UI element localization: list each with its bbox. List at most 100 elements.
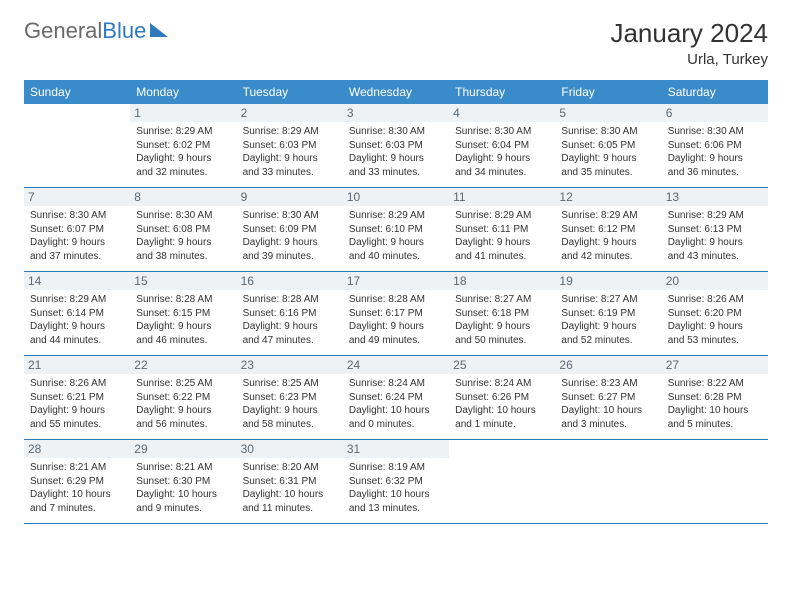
day-number: 24 xyxy=(343,356,449,374)
daylight-text: Daylight: 10 hours and 1 minute. xyxy=(455,404,549,431)
day-cell xyxy=(449,440,555,523)
day-info: Sunrise: 8:30 AMSunset: 6:05 PMDaylight:… xyxy=(561,125,655,179)
sunset-text: Sunset: 6:03 PM xyxy=(349,139,443,153)
week-row: 28Sunrise: 8:21 AMSunset: 6:29 PMDayligh… xyxy=(24,440,768,524)
day-number: 10 xyxy=(343,188,449,206)
sunrise-text: Sunrise: 8:30 AM xyxy=(349,125,443,139)
day-cell xyxy=(662,440,768,523)
daylight-text: Daylight: 10 hours and 7 minutes. xyxy=(30,488,124,515)
day-cell: 12Sunrise: 8:29 AMSunset: 6:12 PMDayligh… xyxy=(555,188,661,271)
location-label: Urla, Turkey xyxy=(610,51,768,68)
day-info: Sunrise: 8:21 AMSunset: 6:29 PMDaylight:… xyxy=(30,461,124,515)
day-cell: 28Sunrise: 8:21 AMSunset: 6:29 PMDayligh… xyxy=(24,440,130,523)
day-info: Sunrise: 8:29 AMSunset: 6:13 PMDaylight:… xyxy=(668,209,762,263)
sunrise-text: Sunrise: 8:25 AM xyxy=(243,377,337,391)
day-info: Sunrise: 8:30 AMSunset: 6:09 PMDaylight:… xyxy=(243,209,337,263)
sunrise-text: Sunrise: 8:28 AM xyxy=(349,293,443,307)
sunset-text: Sunset: 6:08 PM xyxy=(136,223,230,237)
day-number: 21 xyxy=(24,356,130,374)
day-cell: 17Sunrise: 8:28 AMSunset: 6:17 PMDayligh… xyxy=(343,272,449,355)
day-info: Sunrise: 8:27 AMSunset: 6:19 PMDaylight:… xyxy=(561,293,655,347)
day-cell: 1Sunrise: 8:29 AMSunset: 6:02 PMDaylight… xyxy=(130,104,236,187)
day-number: 13 xyxy=(662,188,768,206)
day-number: 1 xyxy=(130,104,236,122)
day-info: Sunrise: 8:29 AMSunset: 6:10 PMDaylight:… xyxy=(349,209,443,263)
daylight-text: Daylight: 9 hours and 32 minutes. xyxy=(136,152,230,179)
day-info: Sunrise: 8:30 AMSunset: 6:06 PMDaylight:… xyxy=(668,125,762,179)
day-number: 6 xyxy=(662,104,768,122)
day-info: Sunrise: 8:25 AMSunset: 6:22 PMDaylight:… xyxy=(136,377,230,431)
day-header: Sunday xyxy=(24,80,130,104)
day-cell: 20Sunrise: 8:26 AMSunset: 6:20 PMDayligh… xyxy=(662,272,768,355)
sunrise-text: Sunrise: 8:22 AM xyxy=(668,377,762,391)
day-number: 30 xyxy=(237,440,343,458)
day-number: 18 xyxy=(449,272,555,290)
day-cell: 6 Sunrise: 8:30 AMSunset: 6:06 PMDaylight… xyxy=(662,104,768,187)
day-cell: 23Sunrise: 8:25 AMSunset: 6:23 PMDayligh… xyxy=(237,356,343,439)
sunrise-text: Sunrise: 8:29 AM xyxy=(243,125,337,139)
day-info: Sunrise: 8:28 AMSunset: 6:15 PMDaylight:… xyxy=(136,293,230,347)
day-number: 29 xyxy=(130,440,236,458)
day-number: 12 xyxy=(555,188,661,206)
day-number: 31 xyxy=(343,440,449,458)
day-cell xyxy=(555,440,661,523)
month-title: January 2024 xyxy=(610,18,768,49)
week-row: 1Sunrise: 8:29 AMSunset: 6:02 PMDaylight… xyxy=(24,104,768,188)
brand-part2: Blue xyxy=(102,18,146,43)
day-cell: 14Sunrise: 8:29 AMSunset: 6:14 PMDayligh… xyxy=(24,272,130,355)
sunset-text: Sunset: 6:18 PM xyxy=(455,307,549,321)
daylight-text: Daylight: 10 hours and 3 minutes. xyxy=(561,404,655,431)
sunset-text: Sunset: 6:22 PM xyxy=(136,391,230,405)
daylight-text: Daylight: 9 hours and 40 minutes. xyxy=(349,236,443,263)
day-cell: 13 Sunrise: 8:29 AMSunset: 6:13 PMDayligh… xyxy=(662,188,768,271)
sunset-text: Sunset: 6:32 PM xyxy=(349,475,443,489)
sunset-text: Sunset: 6:13 PM xyxy=(668,223,762,237)
sunset-text: Sunset: 6:31 PM xyxy=(243,475,337,489)
sunrise-text: Sunrise: 8:29 AM xyxy=(668,209,762,223)
daylight-text: Daylight: 9 hours and 34 minutes. xyxy=(455,152,549,179)
sunrise-text: Sunrise: 8:29 AM xyxy=(30,293,124,307)
brand-part1: General xyxy=(24,18,102,43)
daylight-text: Daylight: 9 hours and 41 minutes. xyxy=(455,236,549,263)
daylight-text: Daylight: 9 hours and 46 minutes. xyxy=(136,320,230,347)
sunrise-text: Sunrise: 8:27 AM xyxy=(561,293,655,307)
day-number: 25 xyxy=(449,356,555,374)
sunrise-text: Sunrise: 8:28 AM xyxy=(136,293,230,307)
daylight-text: Daylight: 9 hours and 37 minutes. xyxy=(30,236,124,263)
sunset-text: Sunset: 6:09 PM xyxy=(243,223,337,237)
title-block: January 2024 Urla, Turkey xyxy=(610,18,768,68)
day-number: 15 xyxy=(130,272,236,290)
day-number: 17 xyxy=(343,272,449,290)
day-header: Saturday xyxy=(662,80,768,104)
day-cell: 19Sunrise: 8:27 AMSunset: 6:19 PMDayligh… xyxy=(555,272,661,355)
day-number: 2 xyxy=(237,104,343,122)
sunrise-text: Sunrise: 8:24 AM xyxy=(349,377,443,391)
day-info: Sunrise: 8:25 AMSunset: 6:23 PMDaylight:… xyxy=(243,377,337,431)
daylight-text: Daylight: 9 hours and 44 minutes. xyxy=(30,320,124,347)
day-header: Monday xyxy=(130,80,236,104)
sunset-text: Sunset: 6:30 PM xyxy=(136,475,230,489)
day-number: 22 xyxy=(130,356,236,374)
daylight-text: Daylight: 9 hours and 35 minutes. xyxy=(561,152,655,179)
day-info: Sunrise: 8:26 AMSunset: 6:20 PMDaylight:… xyxy=(668,293,762,347)
sunrise-text: Sunrise: 8:30 AM xyxy=(455,125,549,139)
sunset-text: Sunset: 6:03 PM xyxy=(243,139,337,153)
daylight-text: Daylight: 9 hours and 58 minutes. xyxy=(243,404,337,431)
day-cell: 29Sunrise: 8:21 AMSunset: 6:30 PMDayligh… xyxy=(130,440,236,523)
sunset-text: Sunset: 6:19 PM xyxy=(561,307,655,321)
sunset-text: Sunset: 6:26 PM xyxy=(455,391,549,405)
sunrise-text: Sunrise: 8:23 AM xyxy=(561,377,655,391)
sunrise-text: Sunrise: 8:21 AM xyxy=(30,461,124,475)
day-cell: 31Sunrise: 8:19 AMSunset: 6:32 PMDayligh… xyxy=(343,440,449,523)
day-info: Sunrise: 8:24 AMSunset: 6:24 PMDaylight:… xyxy=(349,377,443,431)
day-cell: 26Sunrise: 8:23 AMSunset: 6:27 PMDayligh… xyxy=(555,356,661,439)
day-info: Sunrise: 8:28 AMSunset: 6:16 PMDaylight:… xyxy=(243,293,337,347)
sunrise-text: Sunrise: 8:30 AM xyxy=(136,209,230,223)
daylight-text: Daylight: 9 hours and 52 minutes. xyxy=(561,320,655,347)
day-header: Wednesday xyxy=(343,80,449,104)
sunset-text: Sunset: 6:10 PM xyxy=(349,223,443,237)
sunset-text: Sunset: 6:05 PM xyxy=(561,139,655,153)
day-number: 14 xyxy=(24,272,130,290)
day-number: 8 xyxy=(130,188,236,206)
day-info: Sunrise: 8:20 AMSunset: 6:31 PMDaylight:… xyxy=(243,461,337,515)
